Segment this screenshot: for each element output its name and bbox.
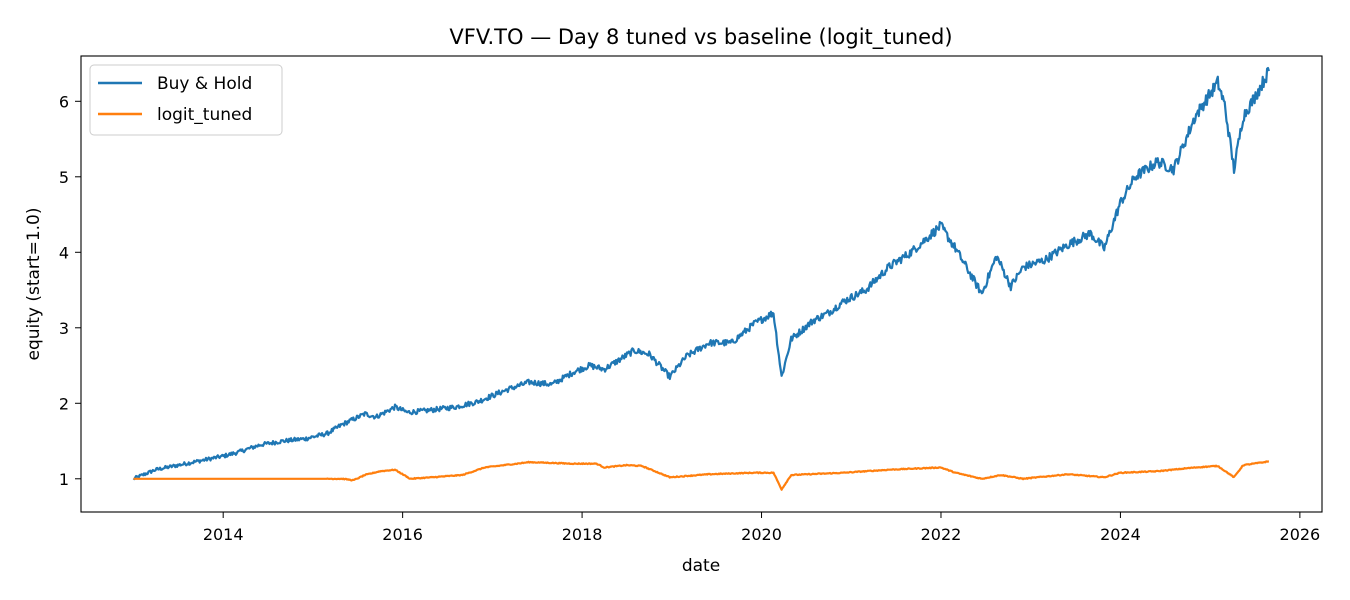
plot-area — [132, 66, 1270, 491]
x-tick-label: 2022 — [921, 525, 962, 544]
series-line-logit-tuned — [133, 460, 1270, 491]
x-tick-label: 2014 — [203, 525, 244, 544]
legend-label: Buy & Hold — [157, 74, 252, 94]
x-tick-label: 2026 — [1280, 525, 1321, 544]
y-axis: 1 2 3 4 5 6 — [59, 92, 81, 489]
y-tick-label: 1 — [59, 470, 69, 489]
plot-frame — [80, 55, 1323, 513]
x-tick-label: 2016 — [382, 525, 423, 544]
x-axis-label: date — [682, 556, 720, 576]
y-tick-label: 5 — [59, 168, 69, 187]
series-line-buy-and-hold — [132, 66, 1270, 481]
chart-title: VFV.TO — Day 8 tuned vs baseline (logit_… — [449, 25, 952, 50]
x-tick-label: 2024 — [1100, 525, 1141, 544]
x-axis: 2014 2016 2018 2020 2022 2024 2026 — [203, 512, 1320, 544]
legend-label: logit_tuned — [157, 105, 252, 125]
y-tick-label: 6 — [59, 92, 69, 111]
y-tick-label: 2 — [59, 394, 69, 413]
x-tick-label: 2018 — [562, 525, 603, 544]
y-axis-label: equity (start=1.0) — [24, 207, 44, 360]
x-tick-label: 2020 — [741, 525, 782, 544]
legend: Buy & Hold logit_tuned — [89, 64, 283, 136]
y-tick-label: 4 — [59, 243, 69, 262]
y-tick-label: 3 — [59, 319, 69, 338]
